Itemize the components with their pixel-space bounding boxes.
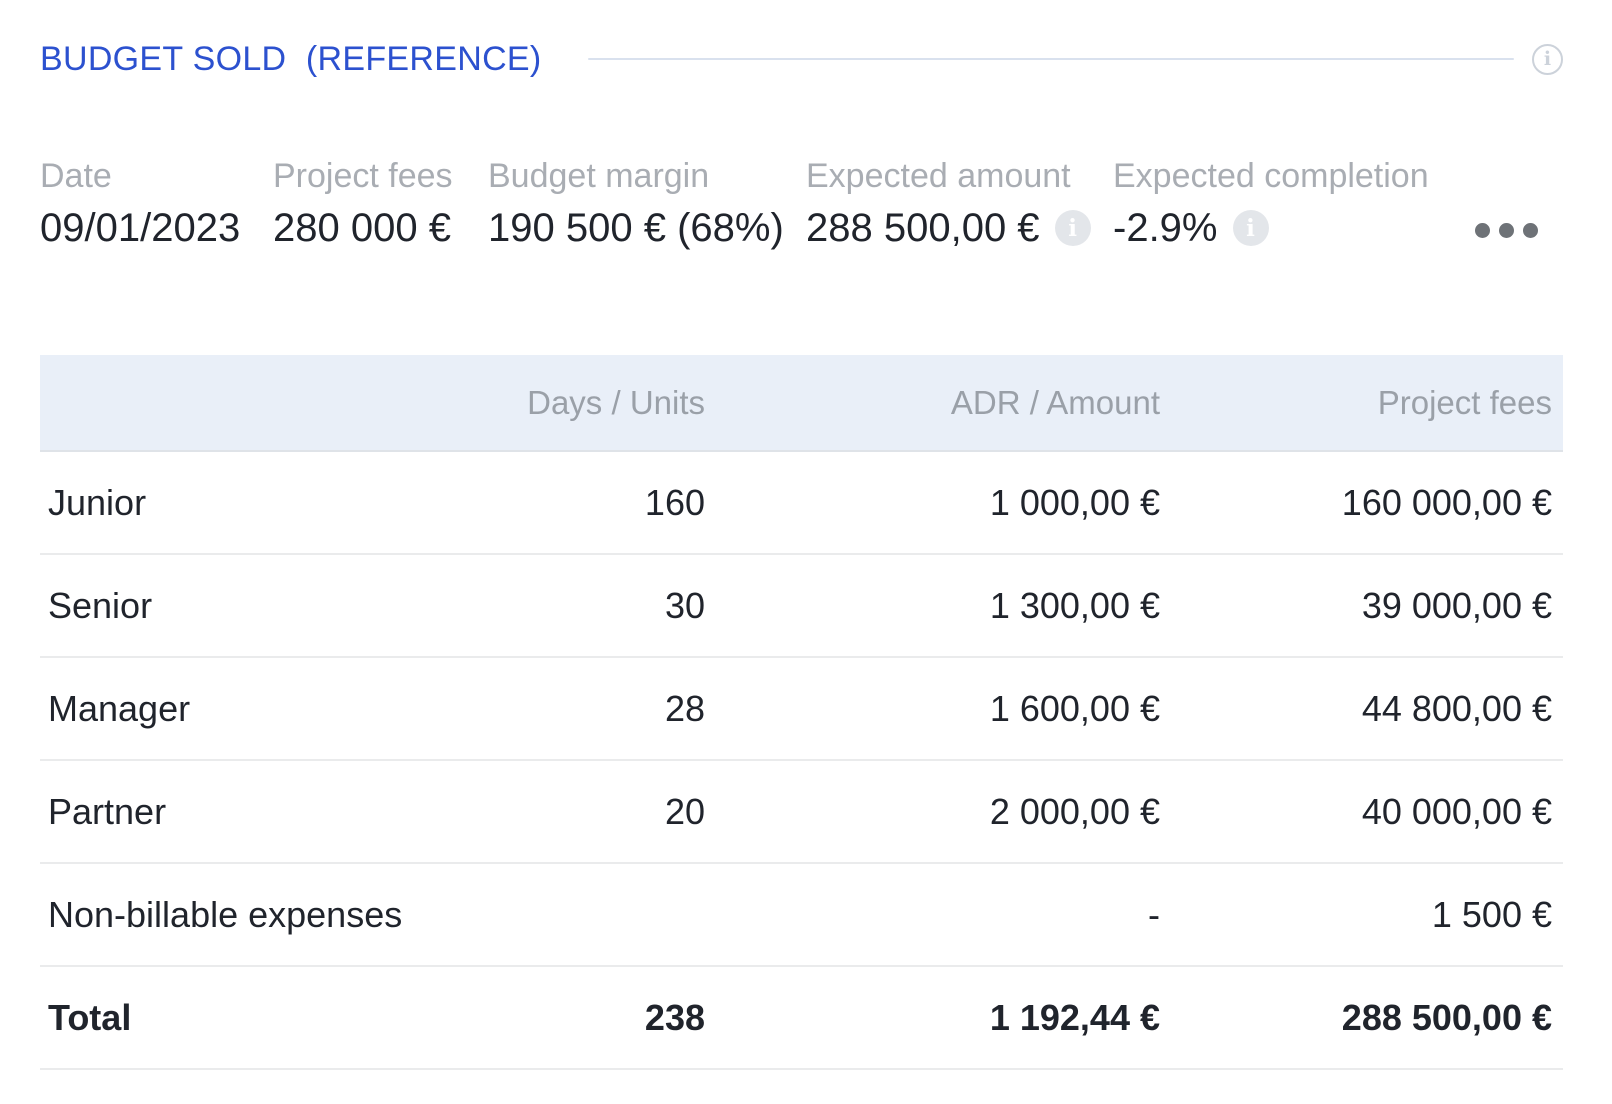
column-header-project-fees: Project fees xyxy=(1377,383,1552,421)
cell-project-fees: 160 000,00 € xyxy=(1341,481,1552,523)
stat-label: Date xyxy=(40,157,112,195)
stat-value: -2.9% xyxy=(1113,206,1218,250)
section-title: BUDGET SOLD (REFERENCE) xyxy=(40,39,542,78)
row-label: Partner xyxy=(48,790,167,832)
budget-table: Days / Units ADR / Amount Project fees J… xyxy=(40,355,1563,1070)
ellipsis-dot xyxy=(1523,223,1538,238)
ellipsis-dot xyxy=(1499,223,1514,238)
section-info-icon[interactable]: i xyxy=(1532,43,1563,75)
cell-project-fees: 1 500 € xyxy=(1431,893,1552,935)
cell-days-units: 28 xyxy=(664,687,705,729)
stat-value: 09/01/2023 xyxy=(40,206,241,250)
stat-expected-amount: Expected amount 288 500,00 € i xyxy=(806,158,1113,250)
table-header-row: Days / Units ADR / Amount Project fees xyxy=(40,355,1563,452)
info-glyph: i xyxy=(1246,214,1255,242)
stat-label: Expected amount xyxy=(806,157,1071,195)
stat-value: 190 500 € (68%) xyxy=(488,206,784,250)
cell-adr-amount: 1 192,44 € xyxy=(989,996,1160,1038)
ellipsis-dot xyxy=(1475,223,1490,238)
cell-days-units: 20 xyxy=(664,790,705,832)
info-glyph: i xyxy=(1543,47,1552,70)
more-options-button[interactable] xyxy=(1475,223,1538,238)
row-label: Manager xyxy=(48,687,191,729)
cell-days-units: 30 xyxy=(664,584,705,626)
cell-project-fees: 40 000,00 € xyxy=(1361,790,1552,832)
table-row-junior: Junior 160 1 000,00 € 160 000,00 € xyxy=(40,452,1563,555)
info-glyph: i xyxy=(1068,214,1077,242)
column-header-days-units: Days / Units xyxy=(527,383,705,421)
cell-adr-amount: 1 000,00 € xyxy=(989,481,1160,523)
stat-label: Project fees xyxy=(273,157,453,195)
cell-days-units: 160 xyxy=(644,481,705,523)
stat-label: Budget margin xyxy=(488,157,710,195)
cell-days-units: 238 xyxy=(644,996,705,1038)
stat-value: 288 500,00 € xyxy=(806,206,1040,250)
table-row-manager: Manager 28 1 600,00 € 44 800,00 € xyxy=(40,658,1563,761)
row-label: Total xyxy=(48,996,132,1038)
column-header-adr-amount: ADR / Amount xyxy=(950,383,1160,421)
expected-completion-info-icon[interactable]: i xyxy=(1232,210,1269,246)
stat-expected-completion: Expected completion -2.9% i xyxy=(1113,158,1429,250)
cell-adr-amount: 1 600,00 € xyxy=(989,687,1160,729)
cell-adr-amount: - xyxy=(1148,893,1160,935)
row-label: Non-billable expenses xyxy=(48,893,403,935)
row-label: Junior xyxy=(48,481,147,523)
cell-adr-amount: 1 300,00 € xyxy=(989,584,1160,626)
cell-project-fees: 288 500,00 € xyxy=(1341,996,1552,1038)
cell-project-fees: 44 800,00 € xyxy=(1361,687,1552,729)
table-row-partner: Partner 20 2 000,00 € 40 000,00 € xyxy=(40,761,1563,864)
stat-label: Expected completion xyxy=(1113,157,1429,195)
expected-amount-info-icon[interactable]: i xyxy=(1054,210,1091,246)
table-row-senior: Senior 30 1 300,00 € 39 000,00 € xyxy=(40,555,1563,658)
stat-project-fees: Project fees 280 000 € xyxy=(273,158,488,250)
summary-stats-row: Date 09/01/2023 Project fees 280 000 € B… xyxy=(40,158,1563,250)
table-row-non-billable-expenses: Non-billable expenses - 1 500 € xyxy=(40,864,1563,967)
section-header: BUDGET SOLD (REFERENCE) i xyxy=(40,38,1563,80)
stat-budget-margin: Budget margin 190 500 € (68%) xyxy=(488,158,806,250)
stat-value: 280 000 € xyxy=(273,206,451,250)
stat-date: Date 09/01/2023 xyxy=(40,158,273,250)
row-label: Senior xyxy=(48,584,153,626)
cell-project-fees: 39 000,00 € xyxy=(1361,584,1552,626)
table-row-total: Total 238 1 192,44 € 288 500,00 € xyxy=(40,967,1563,1070)
header-divider-line xyxy=(587,58,1514,60)
cell-adr-amount: 2 000,00 € xyxy=(989,790,1160,832)
